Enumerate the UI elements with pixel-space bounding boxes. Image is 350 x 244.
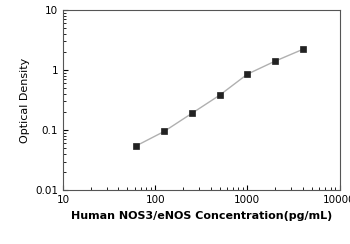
Y-axis label: Optical Density: Optical Density	[20, 57, 30, 143]
X-axis label: Human NOS3/eNOS Concentration(pg/mL): Human NOS3/eNOS Concentration(pg/mL)	[71, 211, 332, 221]
